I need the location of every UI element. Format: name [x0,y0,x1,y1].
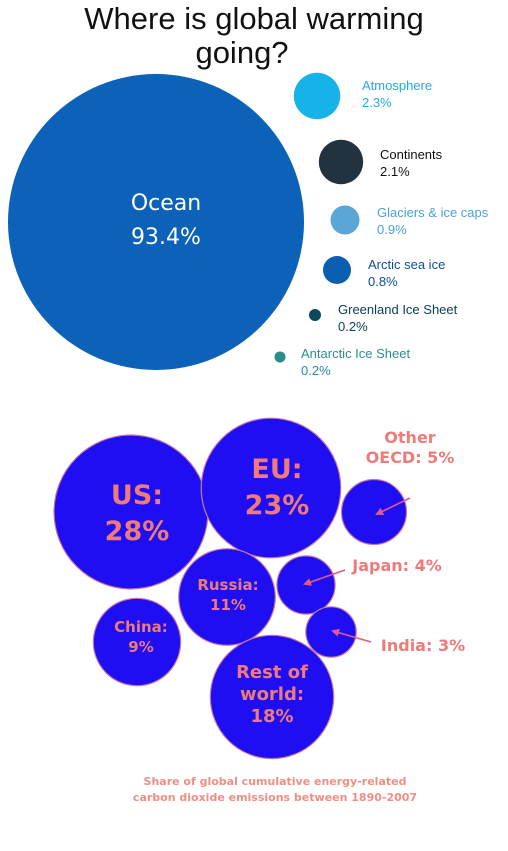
other-oecd-arrow [375,497,411,515]
continents-bubble [318,139,364,185]
emissions-caption: Share of global cumulative energy-relate… [133,775,417,804]
antarctic-ice-sheet-value-label: 0.2% [301,363,331,378]
rest-of-world-label-line-1: Rest of [236,662,308,683]
glaciers-and-ice-caps-value-label: 0.9% [377,222,407,237]
ocean-bubble [8,74,304,370]
rest-of-world-bubble [209,634,335,760]
continents-name-label: Continents [380,147,443,162]
title-line-2: going? [195,35,289,70]
eu-label-line-2: 23% [245,490,310,521]
us-bubble [53,434,209,590]
russia-bubble [178,548,276,646]
other-oecd-bubble [340,478,408,546]
other-oecd-label-line-2: OECD: 5% [366,448,455,467]
us-label-line-2: 28% [105,516,170,547]
caption-line-2: carbon dioxide emissions between 1890-20… [133,791,417,804]
other-oecd-label-line-1: Other [384,428,435,447]
china-bubble [92,597,182,687]
greenland-ice-sheet-value-label: 0.2% [338,319,368,334]
japan-bubble [276,555,336,615]
china-label-line-2: 9% [128,638,153,656]
caption-line-1: Share of global cumulative energy-relate… [144,775,407,788]
antarctic-ice-sheet-name-label: Antarctic Ice Sheet [301,346,410,361]
page-title: Where is global warming going? [0,2,508,70]
rest-of-world-label-line-3: 18% [250,706,293,727]
ocean-name-label: Ocean [131,191,201,216]
rest-of-world-label-line-2: world: [240,684,304,705]
greenland-ice-sheet-name-label: Greenland Ice Sheet [338,302,458,317]
title-line-1: Where is global warming [84,1,424,36]
india-bubble [305,606,357,658]
china-label-line-1: China: [114,618,168,636]
japan-label-line-1: Japan: 4% [351,556,442,575]
arctic-sea-ice-bubble [323,256,351,284]
russia-label-line-2: 11% [210,596,246,614]
arctic-sea-ice-value-label: 0.8% [368,274,398,289]
japan-arrow [303,569,346,586]
glaciers-and-ice-caps-name-label: Glaciers & ice caps [377,205,489,220]
eu-label-line-1: EU: [251,454,302,485]
india-arrow [331,628,372,643]
atmosphere-bubble [293,72,341,120]
glaciers-and-ice-caps-bubble [330,205,360,235]
antarctic-ice-sheet-bubble [274,351,286,363]
india-label-line-1: India: 3% [381,636,465,655]
arctic-sea-ice-name-label: Arctic sea ice [368,257,445,272]
greenland-ice-sheet-bubble [309,309,321,321]
us-label-line-1: US: [111,480,163,511]
continents-value-label: 2.1% [380,164,410,179]
warming-bubble-chart: Ocean 93.4% Atmosphere 2.3% Continents 2.1% Gl… [8,72,489,378]
atmosphere-value-label: 2.3% [362,95,392,110]
ocean-value-label: 93.4% [131,225,201,250]
russia-label-line-1: Russia: [197,576,258,594]
atmosphere-name-label: Atmosphere [362,78,432,93]
eu-bubble [200,417,342,559]
